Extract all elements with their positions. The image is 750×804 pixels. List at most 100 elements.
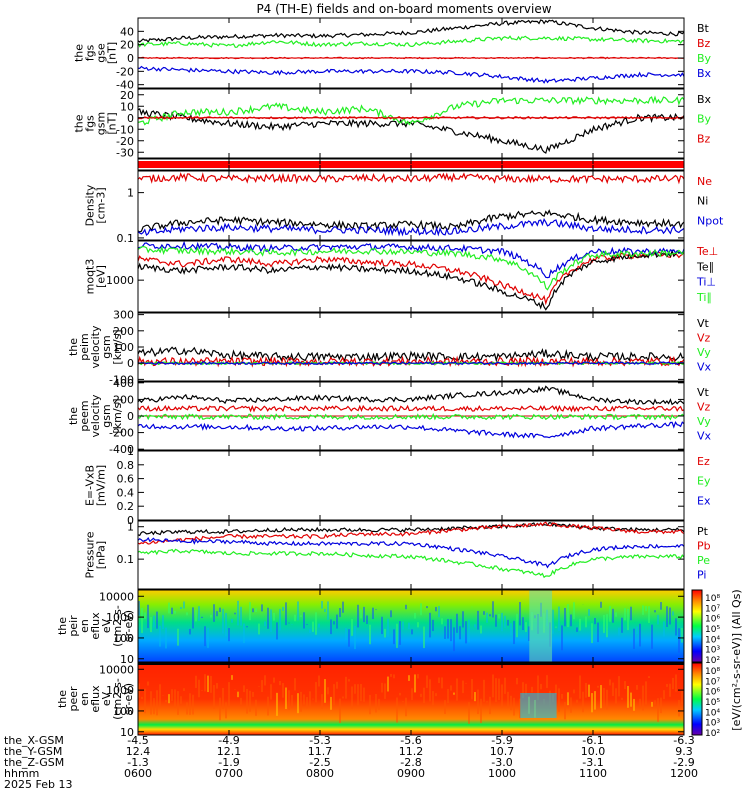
spectrogram-texture-stripe [192, 695, 194, 715]
spectrogram-texture-stripe [336, 615, 338, 629]
spectrogram-texture-stripe [279, 609, 281, 630]
spectrogram-texture-stripe [423, 688, 425, 703]
legend-pressure-Pi: Pi [697, 569, 706, 582]
legend-density-Npot: Npot [697, 214, 724, 227]
spectrogram-texture-stripe [621, 618, 623, 633]
spectrogram-texture-stripe [462, 611, 464, 627]
spectrogram-texture-stripe [144, 689, 146, 714]
spectrogram-texture-stripe [351, 619, 353, 636]
spectrogram-texture-stripe [654, 610, 656, 612]
spectrogram-texture-stripe [216, 611, 218, 616]
spectrogram-texture-stripe [624, 608, 626, 620]
spectrogram-texture-stripe [327, 601, 329, 619]
spectrogram-texture-stripe [663, 690, 665, 699]
spectrogram-texture-stripe [627, 686, 629, 708]
spectrogram-texture-stripe [225, 702, 227, 718]
spectrogram-texture-stripe [423, 627, 425, 649]
spectrogram-texture-stripe [561, 694, 563, 699]
spectrogram-texture-stripe [207, 676, 209, 692]
spectrogram-texture-stripe [447, 689, 449, 703]
colorbar-peer_spec [692, 663, 702, 735]
spectrogram-texture-stripe [342, 602, 344, 613]
y-axis-label-temperature: [eV] [95, 265, 108, 288]
spectrogram-texture-stripe [357, 684, 359, 705]
spectrogram-texture-stripe [303, 694, 305, 704]
y-tick-label: 0.2 [117, 500, 135, 513]
spectrogram-texture-stripe [651, 625, 653, 649]
legend-temperature-Te⊥: Te⊥ [696, 245, 718, 258]
spectrogram-texture-stripe [255, 608, 257, 612]
spectrogram-texture-stripe [330, 697, 332, 710]
spectrogram-texture-stripe [540, 684, 542, 689]
spectrogram-texture-stripe [489, 614, 491, 616]
spectrogram-texture-stripe [189, 693, 191, 715]
legend-fgs_gse-Bx: Bx [697, 67, 712, 80]
series-pressure-Pi [138, 538, 684, 567]
spectrogram-texture-stripe [246, 626, 248, 627]
spectrogram-texture-stripe [669, 684, 671, 697]
spectrogram-texture-stripe [306, 624, 308, 625]
series-peem_velocity-Vy [138, 414, 684, 419]
y-tick-label: 0.8 [117, 459, 135, 472]
spectrogram-texture-stripe [156, 612, 158, 629]
colorbar-tick-label: 10⁶ [705, 688, 720, 698]
spectrogram-texture-stripe [306, 697, 308, 708]
y-tick-label: 0.4 [117, 486, 135, 499]
spectrogram-texture-stripe [228, 628, 230, 641]
spectrogram-texture-stripe [468, 702, 470, 724]
spectrogram-texture-stripe [381, 683, 383, 693]
spectrogram-texture-stripe [408, 675, 410, 681]
spectrogram-texture-stripe [486, 701, 488, 702]
spectrogram-texture-stripe [570, 615, 572, 627]
legend-temperature-Te∥: Te∥ [696, 260, 714, 273]
spectrogram-texture-stripe [276, 622, 278, 639]
spectrogram-texture-stripe [150, 691, 152, 714]
spectrogram-texture-stripe [657, 698, 659, 722]
spectrogram-texture-stripe [501, 613, 503, 631]
y-axis-label-density: [cm-3] [95, 187, 108, 223]
spectrogram-texture-stripe [387, 677, 389, 692]
spectrogram-texture-stripe [582, 692, 584, 713]
legend-fgs_gse-Bz: Bz [697, 37, 711, 50]
y-tick-label: -20 [116, 65, 134, 78]
spectrogram-texture-stripe [558, 607, 560, 631]
spectrogram-texture-stripe [441, 618, 443, 624]
spectrogram-texture-stripe [222, 688, 224, 709]
spectrogram-texture-stripe [495, 678, 497, 702]
spectrogram-texture-stripe [240, 607, 242, 626]
spectrogram-texture-stripe [222, 609, 224, 634]
spectrogram-texture-stripe [297, 601, 299, 620]
spectrogram-texture-stripe [483, 680, 485, 702]
spectrogram-texture-stripe [147, 605, 149, 628]
spectrogram-texture-stripe [174, 611, 176, 614]
y-axis-label-peim_velocity: [km/s] [111, 329, 124, 364]
spectrogram-texture-stripe [642, 686, 644, 711]
spectrogram-texture-stripe [165, 700, 167, 702]
series-fgs_gsm-Bx [138, 109, 684, 153]
spectrogram-texture-stripe [411, 629, 413, 634]
spectrogram-texture-stripe [219, 698, 221, 721]
spectrogram-texture-stripe [510, 623, 512, 635]
spectrogram-texture-stripe [216, 683, 218, 689]
spectrogram-texture-stripe [264, 675, 266, 685]
spectrogram-texture-stripe [177, 691, 179, 715]
spectrogram-texture-stripe [171, 608, 173, 614]
spectrogram-texture-stripe [270, 684, 272, 699]
spectrogram-texture-stripe [681, 691, 683, 704]
spectrogram-texture-stripe [411, 688, 413, 700]
series-temperature-Ti∥ [138, 247, 684, 290]
spectrogram-texture-stripe [414, 674, 416, 692]
spectrogram-texture-stripe [432, 691, 434, 705]
spectrogram-texture-stripe [663, 621, 665, 636]
spectrogram-texture-stripe [345, 628, 347, 640]
spectrogram-texture-stripe [600, 685, 602, 708]
spectrogram-texture-stripe [318, 624, 320, 628]
spectrogram-texture-stripe [654, 700, 656, 704]
spectrogram-texture-stripe [198, 606, 200, 621]
spectrogram-texture-stripe [453, 693, 455, 695]
colorbar-tick-label: 10⁵ [705, 698, 720, 708]
spectrogram-texture-stripe [159, 684, 161, 707]
spectrogram-texture-stripe [318, 676, 320, 687]
spectrogram-texture-stripe [294, 678, 296, 690]
